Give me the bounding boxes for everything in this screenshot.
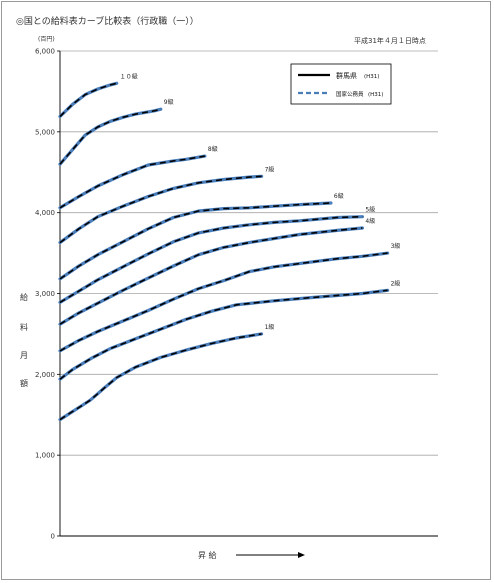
series-gunma-6 (59, 202, 331, 280)
y-tick-label: 6,000 (35, 48, 55, 56)
y-label-char: 給 (20, 292, 28, 302)
grade-label: 9級 (164, 98, 174, 106)
grade-label: 5級 (365, 206, 375, 214)
legend-sub-national: (H31) (368, 92, 383, 98)
legend: 群馬県 (H31) 国家公務員 (H31) (290, 63, 392, 105)
legend-label-gunma: 群馬県 (336, 71, 357, 80)
series-gunma-4 (59, 227, 363, 325)
legend-box (290, 63, 392, 105)
series-gunma-5 (59, 215, 363, 304)
as-of-date: 平成31年４月１日時点 (354, 36, 426, 45)
grade-label: 1級 (265, 323, 275, 331)
y-tick-label: 0 (51, 533, 55, 541)
y-unit-label: (百円) (38, 36, 55, 43)
grade-label: 7級 (265, 165, 275, 173)
series-gunma-9 (59, 108, 161, 165)
series-national-10 (58, 81, 119, 119)
y-label-char: 料 (20, 322, 28, 332)
y-tick-label: 4,000 (35, 209, 55, 217)
series-gunma-3 (59, 252, 388, 352)
legend-sub-gunma: (H31) (364, 74, 379, 80)
grade-label: 8級 (208, 145, 218, 153)
series-lines (58, 81, 390, 422)
grade-labels: 1級 2級 3級 4級 5級 6級 7級 8級 9級 １０級 (120, 72, 401, 331)
grade-label: １０級 (120, 72, 138, 80)
series-gunma-1 (59, 333, 262, 421)
grade-label: 3級 (391, 242, 401, 250)
y-label-char: 月 (20, 351, 28, 360)
series-national-3 (58, 251, 390, 353)
series-national-2 (58, 288, 390, 381)
grade-label: 6級 (334, 192, 344, 200)
series-gunma-10 (59, 82, 117, 118)
x-arrow-head (298, 552, 305, 558)
y-tick-label: 3,000 (35, 290, 55, 298)
y-label-char: 額 (20, 378, 28, 388)
y-tick-label: 2,000 (35, 371, 55, 379)
x-axis-label: 昇 給 (198, 550, 305, 560)
y-tick-labels: 0 1,000 2,000 3,000 4,000 5,000 6,000 (35, 48, 55, 541)
x-axis-title: 昇 給 (198, 550, 217, 560)
y-tick-label: 1,000 (35, 452, 55, 460)
legend-label-national: 国家公務員 (336, 90, 364, 98)
series-gunma-8 (59, 155, 206, 209)
series-national-1 (58, 332, 264, 422)
y-tick-label: 5,000 (35, 128, 55, 136)
chart-title: ◎国との給料表カーブ比較表（行政職（一）） (16, 15, 199, 27)
series-gunma-2 (59, 289, 388, 380)
grade-label: 4級 (365, 217, 375, 225)
series-national-8 (58, 154, 207, 210)
axes (59, 51, 438, 537)
grade-label: 2級 (391, 279, 401, 287)
series-national-5 (58, 215, 364, 304)
series-gunma-7 (59, 175, 262, 244)
series-national-9 (58, 107, 163, 166)
